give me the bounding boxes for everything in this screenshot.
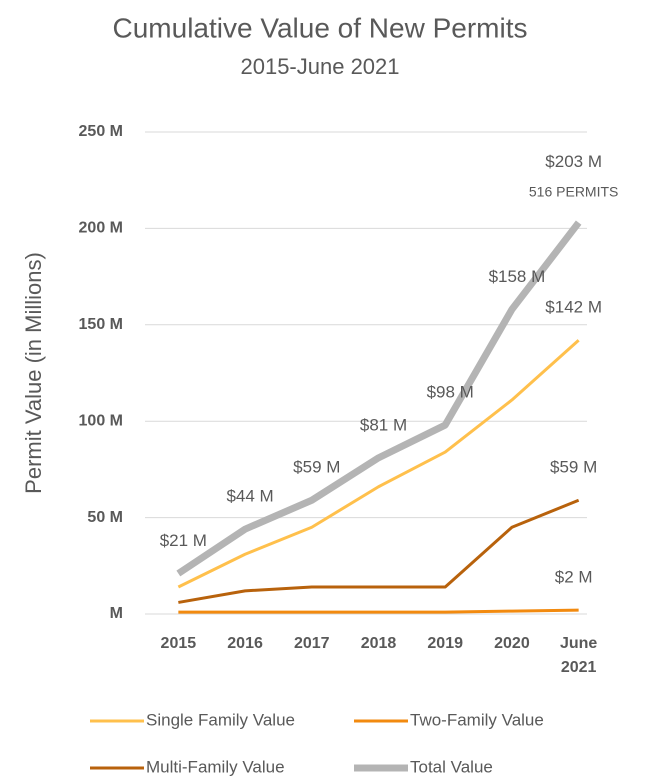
y-tick-label: 100 M xyxy=(79,412,123,429)
data-label: $44 M xyxy=(226,487,273,506)
x-tick-label: 2020 xyxy=(494,635,530,652)
data-label: $142 M xyxy=(545,298,602,317)
annotation: 516 PERMITS xyxy=(529,183,618,199)
x-tick-label: 2016 xyxy=(227,635,263,652)
legend-label: Total Value xyxy=(410,757,493,776)
chart-subtitle: 2015-June 2021 xyxy=(240,54,399,79)
series-line xyxy=(176,220,582,577)
legend-label: Two-Family Value xyxy=(410,710,544,729)
y-tick-label: M xyxy=(110,605,123,622)
x-tick-label: 2017 xyxy=(294,635,330,652)
data-label: $21 M xyxy=(160,531,207,550)
series-line xyxy=(178,498,580,604)
data-label: $2 M xyxy=(555,568,593,587)
data-label: $203 M xyxy=(545,152,602,171)
x-tick-label: June 2021 xyxy=(560,635,597,676)
x-tick-label: 2018 xyxy=(361,635,397,652)
data-label: $98 M xyxy=(427,383,474,402)
legend-label: Multi-Family Value xyxy=(146,757,285,776)
y-tick-label: 200 M xyxy=(79,220,123,237)
y-tick-label: 250 M xyxy=(79,123,123,140)
y-tick-label: 150 M xyxy=(79,316,123,333)
series-line xyxy=(177,339,580,589)
data-label: $81 M xyxy=(360,415,407,434)
data-label: $59 M xyxy=(550,458,597,477)
data-label: $158 M xyxy=(489,267,546,286)
y-axis-label: Permit Value (in Millions) xyxy=(21,252,46,494)
x-tick-label: 2019 xyxy=(427,635,463,652)
x-tick-label: 2015 xyxy=(161,635,197,652)
legend-label: Single Family Value xyxy=(146,710,295,729)
y-tick-label: 50 M xyxy=(87,509,123,526)
chart-title: Cumulative Value of New Permits xyxy=(113,12,528,43)
data-label: $59 M xyxy=(293,458,340,477)
series-line xyxy=(178,608,579,614)
